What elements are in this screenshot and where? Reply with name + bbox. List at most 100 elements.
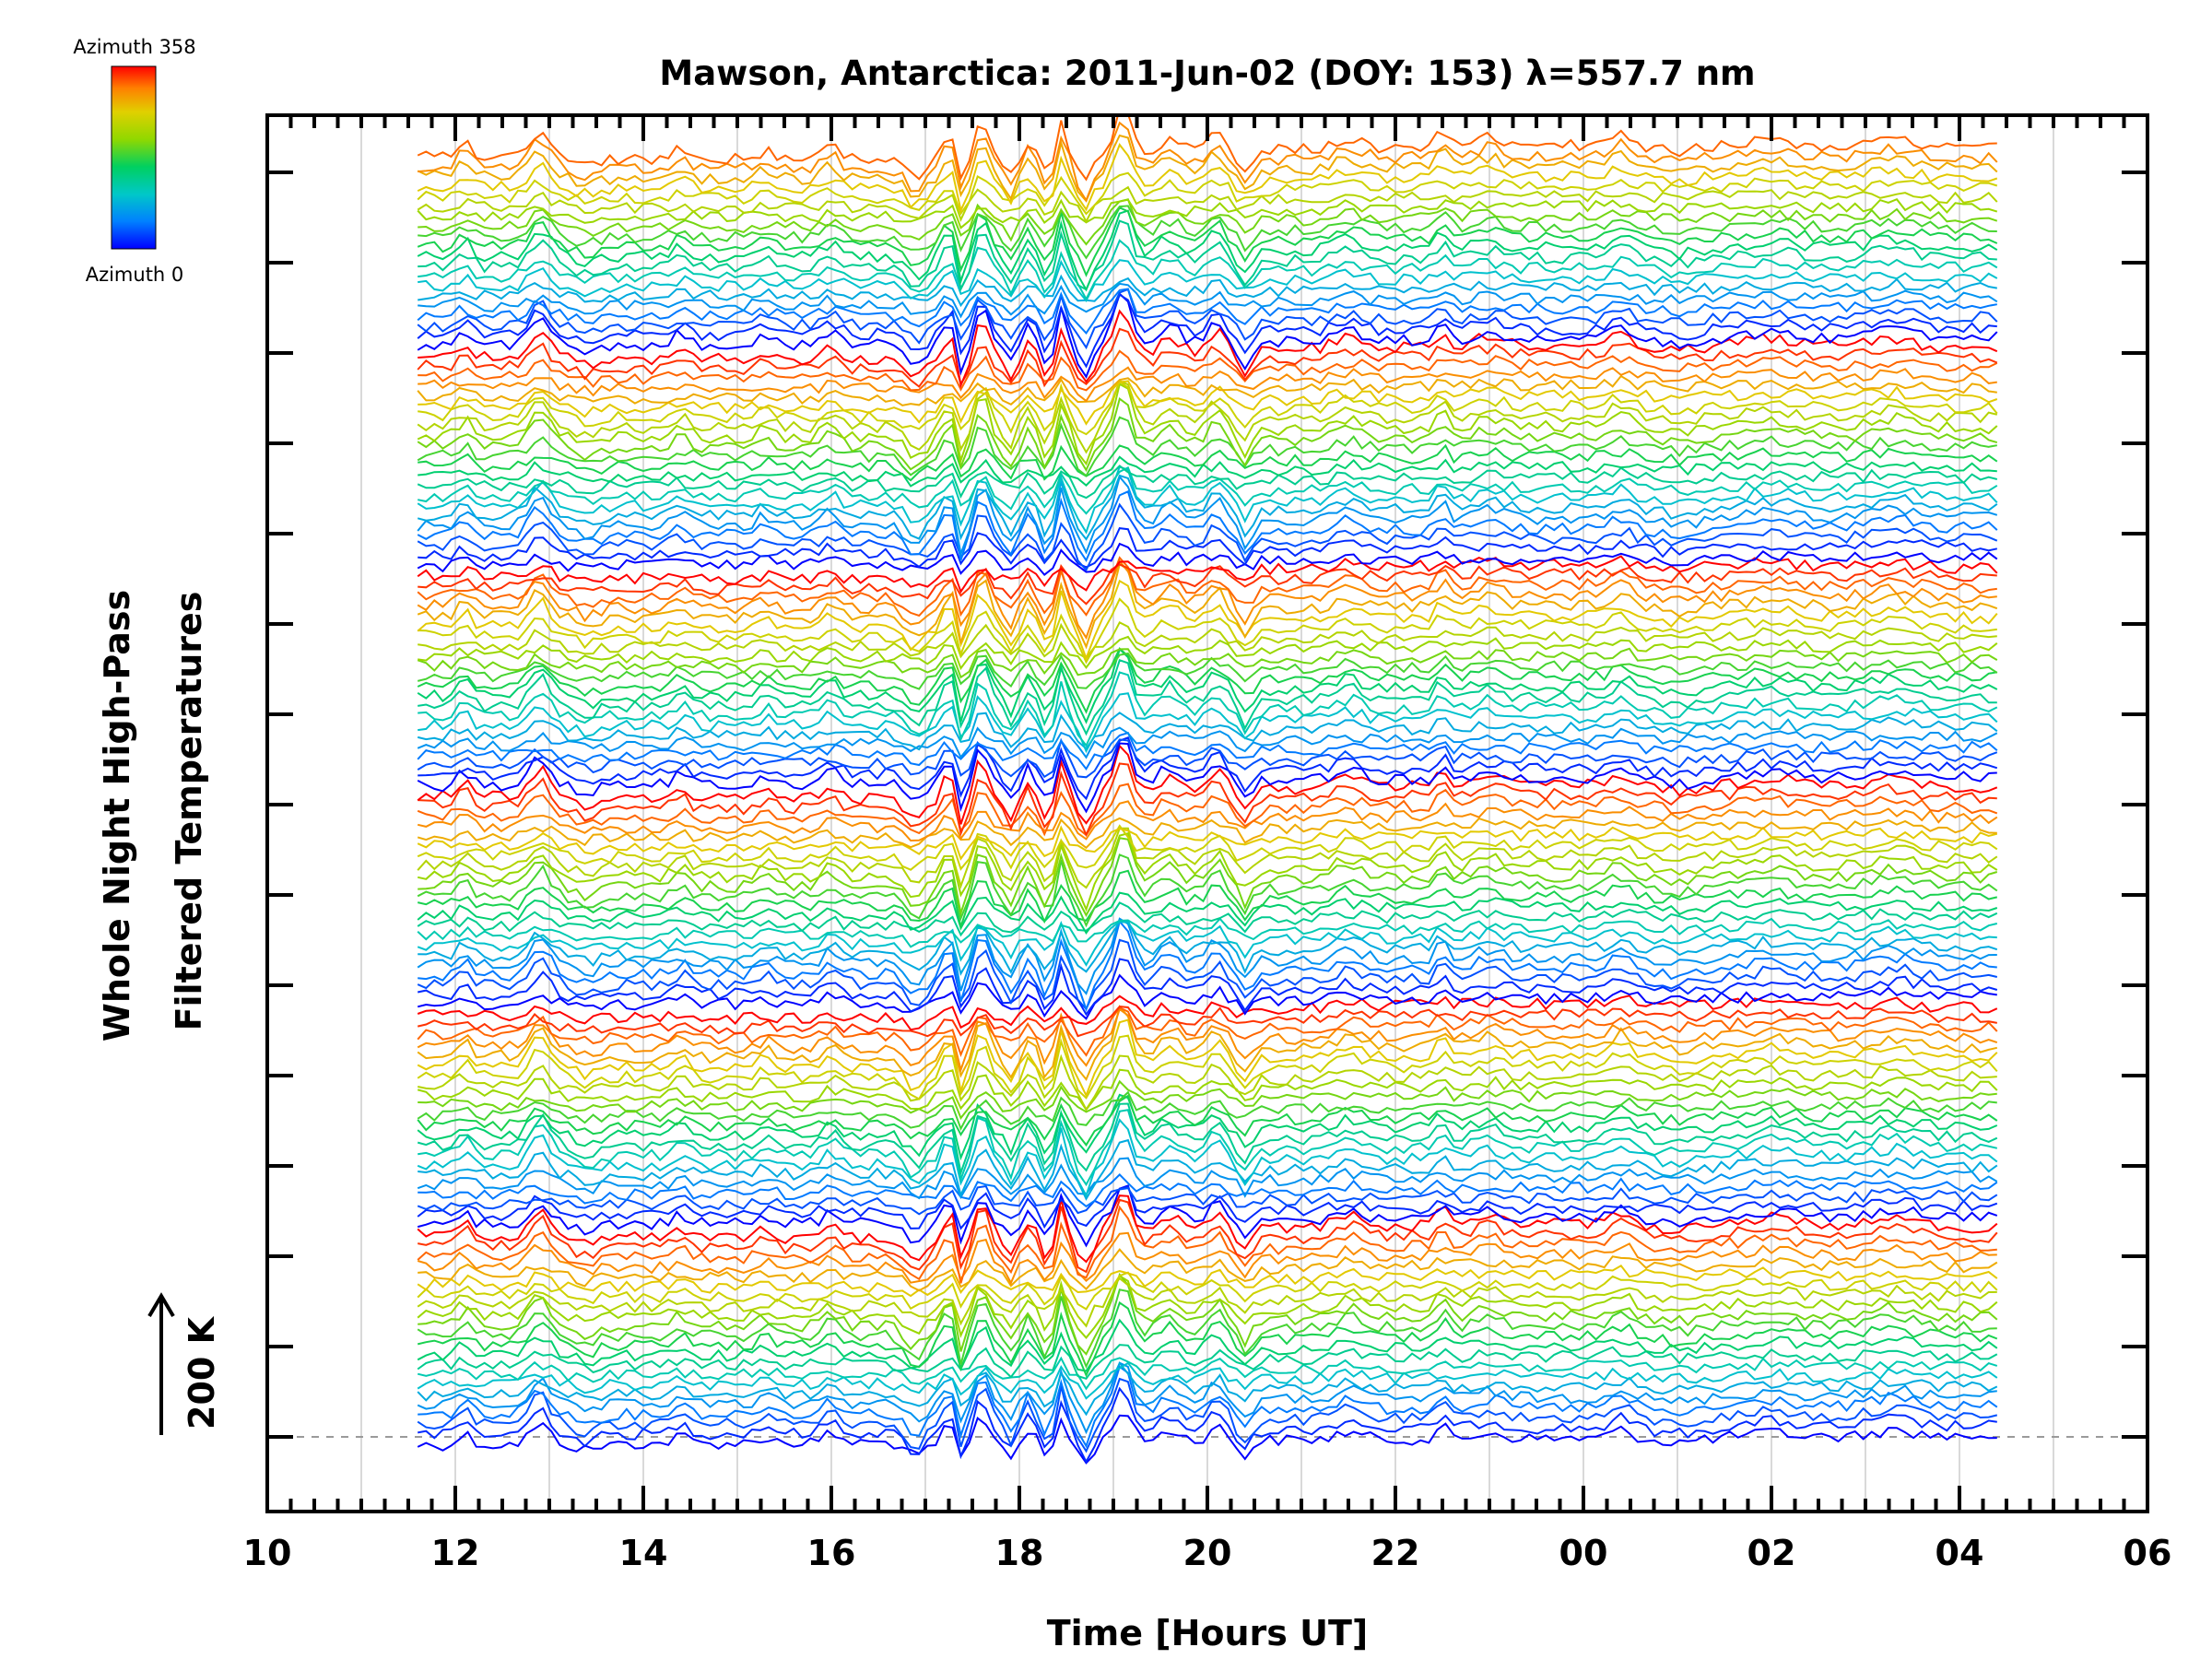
azimuth-trace xyxy=(417,1090,1997,1132)
azimuth-trace xyxy=(417,1231,1997,1286)
azimuth-trace xyxy=(417,1053,1997,1112)
azimuth-trace xyxy=(418,1198,1998,1274)
azimuth-trace xyxy=(417,1102,1998,1177)
azimuth-trace xyxy=(417,206,1998,277)
scale-label: 200 K xyxy=(182,1315,222,1430)
azimuth-trace xyxy=(417,1377,1998,1453)
x-tick-label: 12 xyxy=(431,1533,480,1573)
azimuth-trace xyxy=(418,1172,1998,1208)
azimuth-trace xyxy=(417,1157,1998,1200)
azimuth-trace xyxy=(417,1274,1998,1339)
azimuth-trace xyxy=(417,197,1998,229)
azimuth-trace xyxy=(417,1094,1998,1147)
azimuth-trace xyxy=(417,327,1998,388)
azimuth-trace xyxy=(417,1318,1998,1372)
azimuth-trace xyxy=(417,416,1997,477)
x-tick-label: 06 xyxy=(2124,1533,2172,1573)
azimuth-trace xyxy=(418,671,1998,747)
azimuth-trace xyxy=(417,382,1998,466)
azimuth-trace xyxy=(417,726,1998,759)
azimuth-trace xyxy=(417,938,1998,1011)
azimuth-trace xyxy=(417,1271,1998,1311)
azimuth-trace xyxy=(417,288,1997,335)
azimuth-trace xyxy=(417,288,1998,350)
azimuth-trace xyxy=(417,901,1998,937)
azimuth-trace xyxy=(418,282,1998,319)
x-tick-labels: 10 12 14 16 18 20 22 00 02 04 06 xyxy=(243,1533,2172,1573)
azimuth-trace xyxy=(417,994,1998,1031)
azimuth-trace xyxy=(417,1185,1998,1230)
azimuth-trace xyxy=(417,1118,1998,1198)
x-tick-label: 16 xyxy=(807,1533,856,1573)
azimuth-trace xyxy=(417,134,1998,203)
azimuth-trace xyxy=(417,556,1997,618)
azimuth-trace xyxy=(418,563,1997,606)
azimuth-trace xyxy=(417,917,1998,948)
x-tick-label: 02 xyxy=(1747,1533,1796,1573)
azimuth-trace xyxy=(417,1361,1998,1400)
azimuth-trace xyxy=(418,1248,1998,1292)
azimuth-trace xyxy=(417,465,1998,535)
azimuth-trace xyxy=(418,659,1997,736)
azimuth-trace xyxy=(418,1138,1998,1201)
azimuth-trace xyxy=(418,121,1998,203)
azimuth-trace xyxy=(417,824,1998,871)
x-tick-label: 22 xyxy=(1371,1533,1420,1573)
azimuth-trace xyxy=(418,635,1998,671)
azimuth-trace xyxy=(418,380,1998,426)
azimuth-trace xyxy=(417,744,1998,825)
x-tick-label: 04 xyxy=(1936,1533,1984,1573)
azimuth-trace xyxy=(417,1205,1997,1284)
azimuth-trace xyxy=(417,465,1998,500)
azimuth-trace xyxy=(417,209,1998,292)
azimuth-trace xyxy=(418,919,1997,1013)
scale-arrow xyxy=(147,1292,175,1435)
azimuth-trace xyxy=(417,291,1998,379)
azimuth-trace xyxy=(417,712,1998,751)
azimuth-trace xyxy=(418,349,1998,392)
azimuth-trace xyxy=(417,397,1998,473)
azimuth-trace xyxy=(417,1184,1998,1216)
x-tick-label: 20 xyxy=(1183,1533,1232,1573)
azimuth-trace xyxy=(417,817,1997,850)
azimuth-trace xyxy=(417,542,1998,576)
azimuth-trace xyxy=(417,742,1997,814)
azimuth-trace xyxy=(417,827,1998,889)
azimuth-trace xyxy=(417,1093,1998,1161)
azimuth-trace xyxy=(417,737,1998,779)
azimuth-trace xyxy=(418,309,1998,389)
azimuth-trace xyxy=(417,559,1997,641)
azimuth-trace xyxy=(418,597,1997,665)
azimuth-trace xyxy=(417,731,1998,771)
azimuth-trace xyxy=(417,502,1998,572)
azimuth-trace xyxy=(418,198,1998,246)
azimuth-trace xyxy=(418,837,1998,918)
azimuth-trace xyxy=(418,1109,1998,1187)
azimuth-trace xyxy=(417,293,1997,369)
azimuth-trace xyxy=(418,1079,1997,1120)
azimuth-trace xyxy=(417,1288,1997,1369)
azimuth-trace xyxy=(418,455,1997,488)
y-axis-label-line2: Filtered Temperatures xyxy=(169,592,209,1031)
azimuth-trace xyxy=(417,1264,1998,1298)
azimuth-trace xyxy=(417,825,1998,861)
azimuth-trace xyxy=(417,891,1998,935)
azimuth-trace xyxy=(417,1277,1997,1328)
colorbar-bottom-label: Azimuth 0 xyxy=(86,264,184,286)
azimuth-trace xyxy=(417,831,1998,912)
azimuth-trace xyxy=(417,958,1998,1017)
azimuth-trace xyxy=(418,380,1998,436)
azimuth-trace xyxy=(418,527,1998,569)
azimuth-trace xyxy=(417,1005,1998,1082)
azimuth-trace xyxy=(417,374,1997,406)
azimuth-trace xyxy=(417,1068,1998,1112)
azimuth-trace xyxy=(417,973,1997,1020)
azimuth-trace xyxy=(417,1034,1998,1100)
azimuth-trace xyxy=(417,555,1998,594)
azimuth-trace xyxy=(418,920,1998,976)
x-tick-label: 18 xyxy=(995,1533,1044,1573)
azimuth-trace xyxy=(417,652,1998,690)
azimuth-trace xyxy=(417,1018,1998,1099)
azimuth-trace xyxy=(418,443,1998,482)
